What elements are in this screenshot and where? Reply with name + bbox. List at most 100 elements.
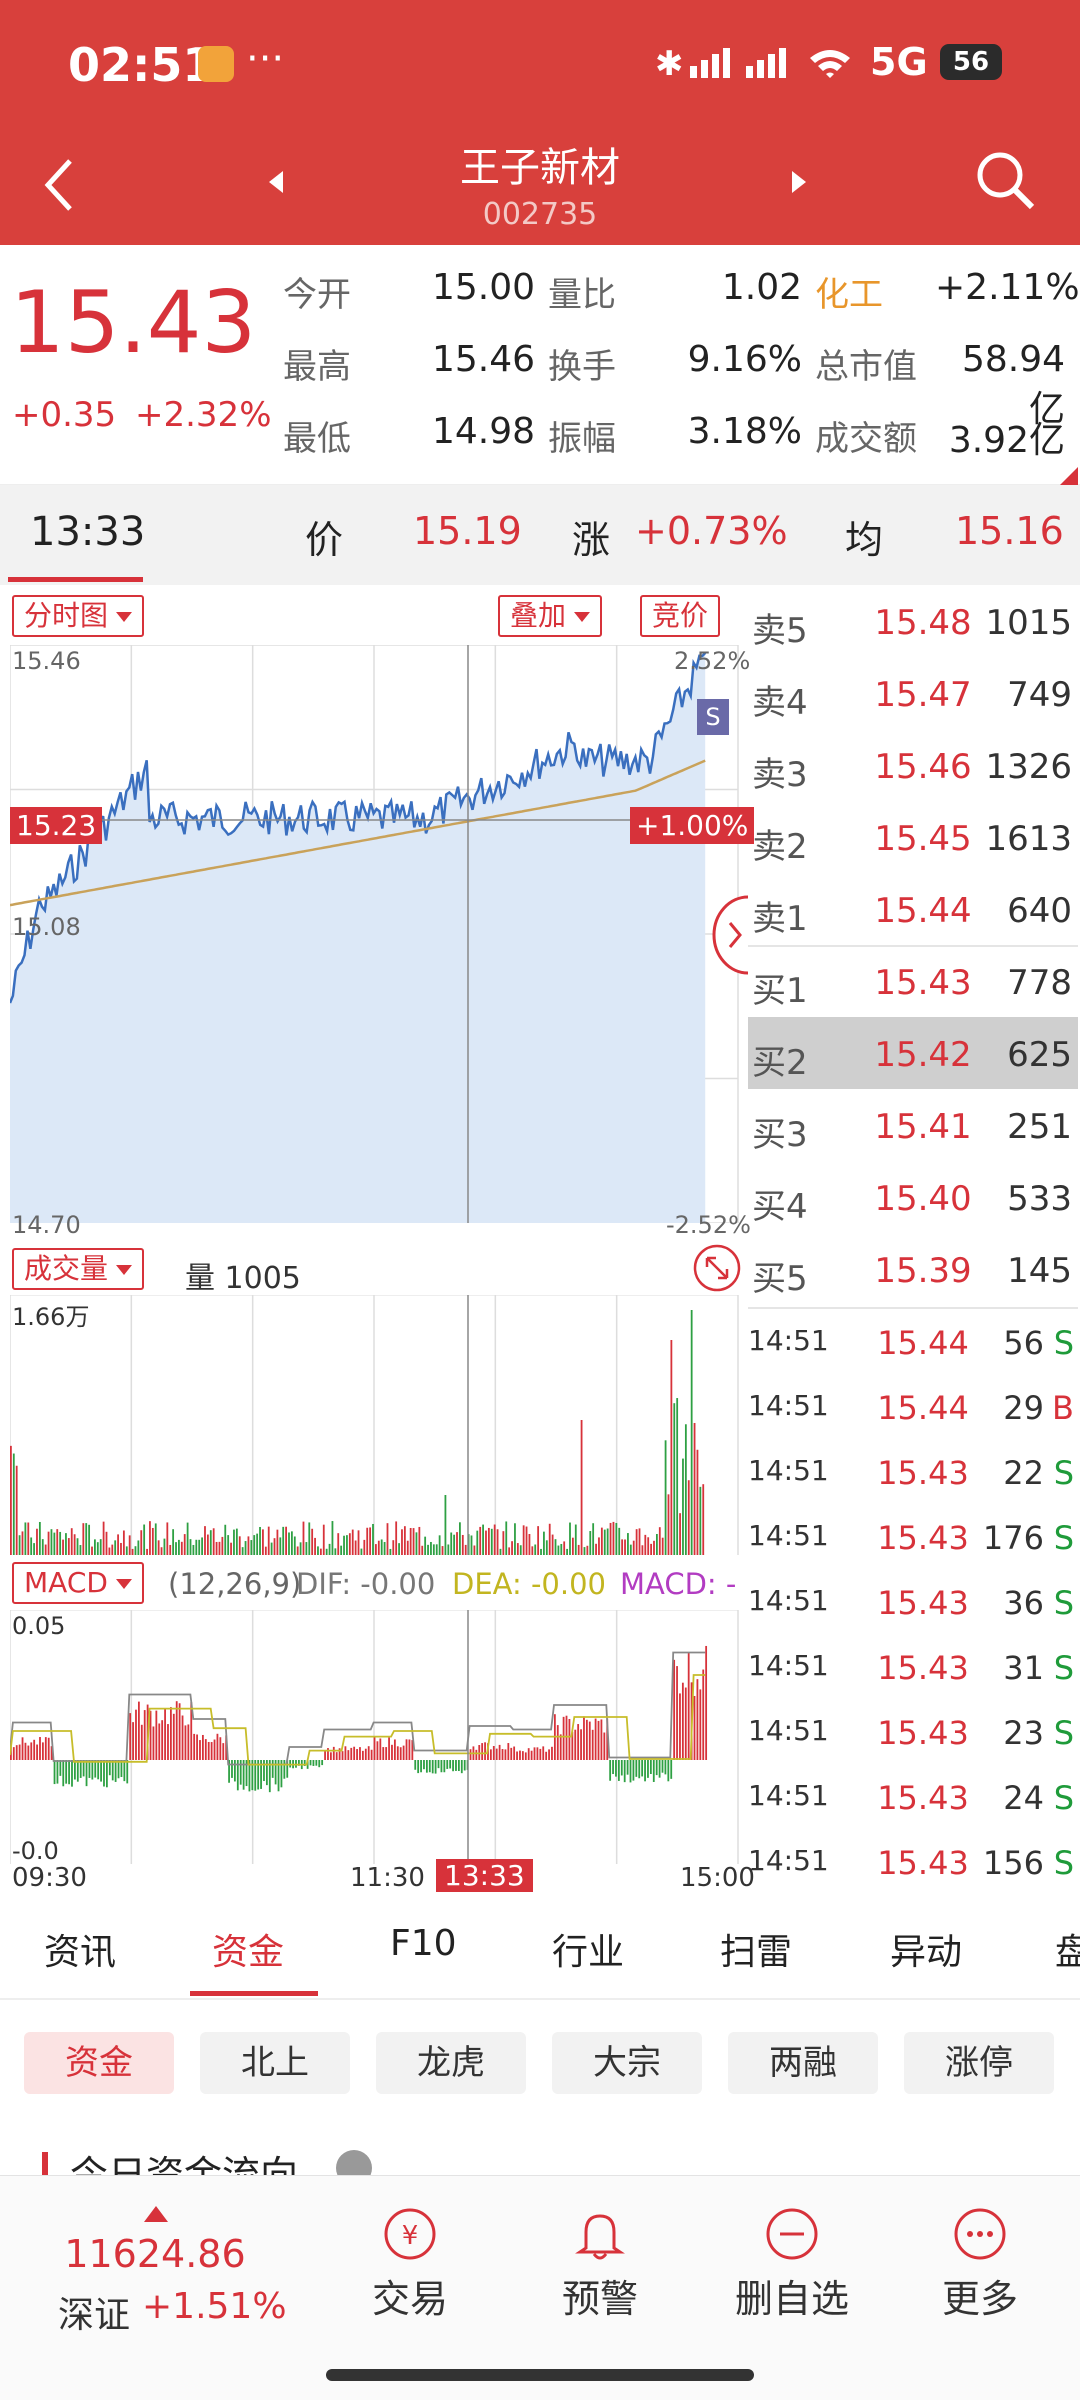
orderbook-price: 15.45 — [874, 819, 972, 859]
tab-item[interactable]: 行业 — [552, 1932, 625, 1973]
intraday-price-chart[interactable] — [10, 645, 748, 1223]
cursor-change-label: 涨 — [572, 518, 611, 562]
tick-price: 15.43 — [877, 1649, 969, 1687]
tab-item[interactable]: 扫雷 — [720, 1932, 793, 1973]
next-stock-icon[interactable] — [790, 167, 810, 197]
orderbook-row[interactable]: 卖1 15.44 640 — [748, 873, 1078, 945]
index-change[interactable]: +1.51% — [142, 2286, 287, 2327]
section-header: 今日资金流向 — [0, 2130, 1080, 2175]
quote-value: 3.18% — [687, 411, 802, 452]
orderbook-row[interactable]: 卖4 15.47 749 — [748, 657, 1078, 729]
orderbook-volume: 145 — [1007, 1251, 1072, 1291]
section-accent — [42, 2152, 48, 2175]
tab-item[interactable]: 盘 — [1055, 1932, 1080, 1973]
orderbook-price: 15.40 — [874, 1179, 972, 1219]
tick-time: 14:51 — [748, 1649, 829, 1682]
search-icon[interactable] — [970, 145, 1040, 215]
macd-mode-button[interactable]: MACD — [12, 1562, 144, 1604]
orderbook-side: 买2 — [752, 1043, 808, 1083]
quote-value: 15.46 — [431, 339, 535, 380]
x-axis-start: 09:30 — [12, 1863, 87, 1893]
toolbar-item-3[interactable]: 更多 — [905, 2206, 1055, 2323]
prev-stock-icon[interactable] — [265, 167, 285, 197]
orderbook-volume: 251 — [1007, 1107, 1072, 1147]
index-name[interactable]: 深证 — [58, 2295, 131, 2336]
orderbook-volume: 1613 — [985, 819, 1072, 859]
orderbook-row[interactable]: 买4 15.40 533 — [748, 1161, 1078, 1233]
price-change-pct: +2.32% — [135, 395, 272, 435]
quote-label: 振幅 — [548, 419, 616, 459]
status-bar: 02:51 ··· ✱ 5G 56 — [0, 0, 1080, 125]
volume-axis-max: 1.66万 — [12, 1303, 90, 1331]
orderbook-row[interactable]: 买2 15.42 625 — [748, 1017, 1078, 1089]
tick-row: 14:51 15.43 156 S — [748, 1830, 1078, 1895]
toolbar-item-0[interactable]: ¥ 交易 — [335, 2206, 485, 2323]
fullscreen-icon[interactable] — [692, 1243, 742, 1293]
corner-marker — [1060, 467, 1078, 485]
status-more: ··· — [246, 36, 285, 82]
x-axis-end: 15:00 — [680, 1863, 755, 1893]
back-icon[interactable] — [40, 155, 80, 215]
orderbook-volume: 640 — [1007, 891, 1072, 931]
auction-button[interactable]: 竞价 — [640, 595, 721, 637]
volume-mode-button[interactable]: 成交量 — [12, 1248, 145, 1290]
tab-item[interactable]: 资讯 — [44, 1932, 117, 1973]
active-tab-indicator — [190, 1991, 318, 1996]
tick-direction: S — [1053, 1454, 1074, 1492]
subtab-chip[interactable]: 资金 — [24, 2032, 174, 2094]
orderbook-volume: 1015 — [985, 603, 1072, 643]
orderbook-volume: 533 — [1007, 1179, 1072, 1219]
orderbook-row[interactable]: 买3 15.41 251 — [748, 1089, 1078, 1161]
tick-row: 14:51 15.43 24 S — [748, 1765, 1078, 1830]
tab-item[interactable]: 资金 — [212, 1932, 285, 1973]
tick-time: 14:51 — [748, 1454, 829, 1487]
subtab-chip[interactable]: 大宗 — [552, 2032, 702, 2094]
subtab-chip[interactable]: 北上 — [200, 2032, 350, 2094]
bluetooth-icon: ✱ — [655, 44, 684, 84]
orderbook-side: 卖3 — [752, 755, 808, 795]
orderbook-row[interactable]: 卖3 15.46 1326 — [748, 729, 1078, 801]
time-underline — [8, 577, 143, 582]
tick-volume: 23 — [1003, 1714, 1044, 1752]
orderbook-row[interactable]: 卖2 15.45 1613 — [748, 801, 1078, 873]
tick-volume: 36 — [1003, 1584, 1044, 1622]
index-value[interactable]: 11624.86 — [64, 2232, 246, 2276]
info-icon[interactable] — [336, 2150, 372, 2175]
orderbook-price: 15.46 — [874, 747, 972, 787]
orderbook-price: 15.42 — [874, 1035, 972, 1075]
tick-volume: 31 — [1003, 1649, 1044, 1687]
toolbar-item-label: 删自选 — [734, 2277, 849, 2321]
orderbook-side: 买5 — [752, 1259, 808, 1299]
chart-mode-button[interactable]: 分时图 — [12, 595, 145, 637]
orderbook-price: 15.41 — [874, 1107, 972, 1147]
orderbook-side: 卖5 — [752, 611, 808, 651]
subtab-chip[interactable]: 涨停 — [904, 2032, 1054, 2094]
orderbook-price: 15.47 — [874, 675, 972, 715]
macd-params: (12,26,9) — [168, 1567, 302, 1601]
tick-direction: S — [1053, 1519, 1074, 1557]
macd-dif: DIF: -0.00 — [296, 1567, 436, 1601]
orderbook-row[interactable]: 买1 15.43 778 — [748, 945, 1078, 1017]
quote-label: 最低 — [283, 419, 351, 459]
orderbook-row[interactable]: 卖5 15.48 1015 — [748, 585, 1078, 657]
tick-row: 14:51 15.44 29 B — [748, 1375, 1078, 1440]
tab-f10[interactable]: F10 — [390, 1923, 457, 1964]
quote-value: 58.94亿 — [961, 339, 1065, 430]
tick-time: 14:51 — [748, 1389, 829, 1422]
orderbook-price: 15.44 — [874, 891, 972, 931]
tab-item[interactable]: 异动 — [890, 1932, 963, 1973]
tick-row: 14:51 15.43 23 S — [748, 1700, 1078, 1765]
quote-label: 成交额 — [815, 419, 917, 459]
orderbook-row[interactable]: 买5 15.39 145 — [748, 1233, 1078, 1305]
toolbar-item-2[interactable]: 删自选 — [717, 2206, 867, 2323]
sell-signal-marker[interactable]: S — [697, 699, 729, 735]
subtab-chip[interactable]: 龙虎 — [376, 2032, 526, 2094]
subtab-chip[interactable]: 两融 — [728, 2032, 878, 2094]
toolbar-item-1[interactable]: 预警 — [525, 2206, 675, 2323]
orderbook-side: 买4 — [752, 1187, 808, 1227]
bid-ask-divider — [748, 945, 1078, 947]
expand-orderbook-icon[interactable] — [712, 895, 748, 975]
tick-direction: S — [1053, 1324, 1074, 1362]
quote-value: 15.00 — [431, 267, 535, 308]
overlay-button[interactable]: 叠加 — [498, 595, 603, 637]
